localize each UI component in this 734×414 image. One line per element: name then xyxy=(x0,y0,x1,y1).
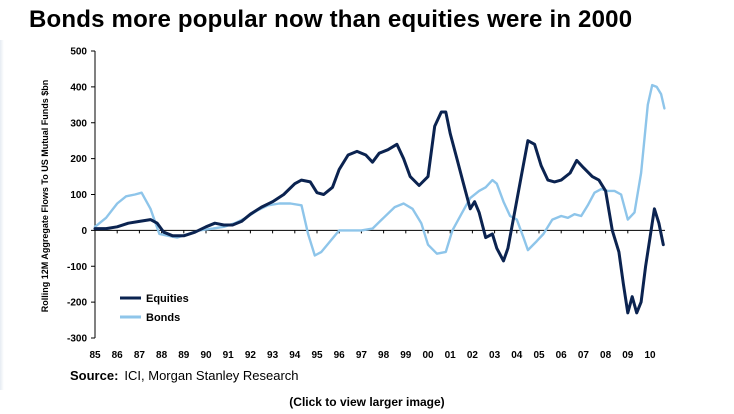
x-tick-label: 04 xyxy=(511,350,523,361)
x-tick-label: 05 xyxy=(533,350,545,361)
legend: Equities Bonds xyxy=(120,293,189,324)
y-axis: -300 -200 -100 0 100 200 300 400 500 xyxy=(67,47,96,345)
y-tick-label: -100 xyxy=(67,262,87,273)
x-tick-label: 07 xyxy=(578,350,590,361)
y-axis-label: Rolling 12M Aggregate Flows To US Mutual… xyxy=(40,80,50,313)
y-tick-label: 500 xyxy=(70,47,87,58)
x-tick-label: 06 xyxy=(556,350,568,361)
legend-label-bonds: Bonds xyxy=(146,312,180,324)
x-tick-label: 98 xyxy=(378,350,390,361)
x-tick-label: 99 xyxy=(400,350,412,361)
x-tick-label: 08 xyxy=(600,350,612,361)
x-tick-label: 10 xyxy=(644,350,656,361)
x-tick-label: 00 xyxy=(422,350,434,361)
x-tick-label: 87 xyxy=(134,350,146,361)
view-larger-link[interactable]: (Click to view larger image) xyxy=(289,395,445,409)
y-tick-label: 200 xyxy=(70,154,87,165)
y-tick-label: 100 xyxy=(70,190,87,201)
edge-shade xyxy=(0,40,4,390)
legend-label-equities: Equities xyxy=(146,293,189,305)
series-line-equities xyxy=(93,110,665,315)
x-tick-label: 03 xyxy=(489,350,501,361)
series-line-bonds xyxy=(93,83,666,257)
y-tick-label: -300 xyxy=(67,334,87,345)
x-tick-label: 88 xyxy=(156,350,168,361)
x-tick-label: 02 xyxy=(467,350,479,361)
x-tick-label: 97 xyxy=(356,350,368,361)
x-axis: 85 86 87 88 89 90 91 92 93 94 95 96 97 98 99 00 01 02 03 04… xyxy=(89,229,665,361)
x-tick-label: 93 xyxy=(267,350,279,361)
x-tick-label: 89 xyxy=(178,350,190,361)
y-tick-label: 0 xyxy=(81,226,87,237)
source-note: Source: ICI, Morgan Stanley Research xyxy=(70,368,299,383)
x-tick-label: 91 xyxy=(223,350,235,361)
x-tick-label: 92 xyxy=(245,350,257,361)
y-tick-label: 300 xyxy=(70,118,87,129)
x-tick-label: 09 xyxy=(622,350,634,361)
chart-figure: Bonds more popular now than equities wer… xyxy=(0,6,666,390)
y-tick-label: 400 xyxy=(70,82,87,93)
source-label: Source: xyxy=(70,368,119,383)
x-tick-label: 94 xyxy=(289,350,301,361)
series-group xyxy=(93,83,666,315)
source-text: ICI, Morgan Stanley Research xyxy=(124,368,299,383)
x-tick-label: 90 xyxy=(200,350,212,361)
x-tick-label: 01 xyxy=(445,350,457,361)
x-tick-label: 85 xyxy=(89,350,101,361)
x-tick-label: 86 xyxy=(112,350,124,361)
x-tick-label: 96 xyxy=(334,350,346,361)
chart-title: Bonds more popular now than equities wer… xyxy=(29,6,633,33)
y-tick-label: -200 xyxy=(67,298,87,309)
x-tick-label: 95 xyxy=(311,350,323,361)
